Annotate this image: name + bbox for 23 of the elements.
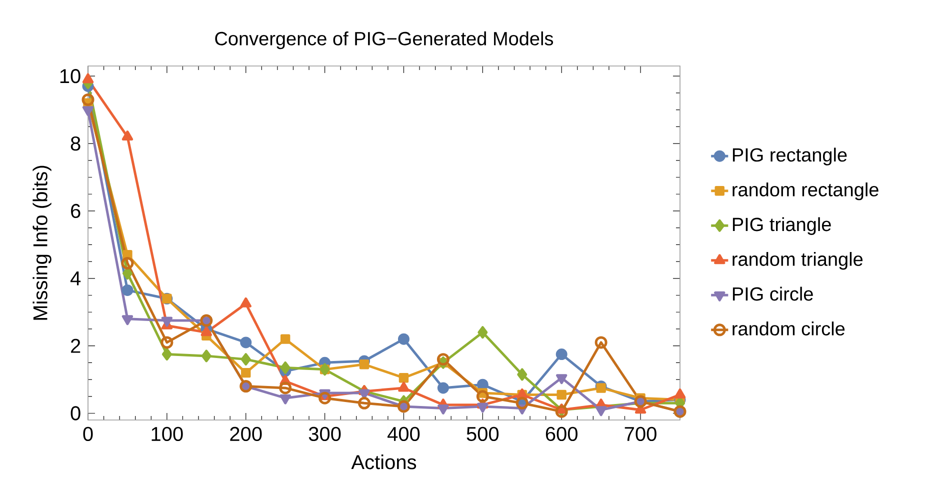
x-axis-title: Actions [351,454,416,470]
x-tick-label: 0 [83,426,93,442]
y-tick-label: 4 [70,272,81,286]
legend-label: random circle [732,322,845,336]
y-axis-title: Missing Info (bits) [32,166,52,320]
y-tick-label: 10 [60,69,80,84]
x-tick-label: 500 [466,426,499,442]
legend-label: random triangle [732,252,863,270]
y-tick-label: 0 [70,406,80,420]
y-tick-label: 8 [70,136,80,151]
legend-label: random rectangle [732,182,878,200]
legend-label: PIG rectangle [732,148,847,166]
chart-title: Convergence of PIG−Generated Models [215,31,554,50]
x-tick-label: 300 [308,426,341,442]
x-tick-label: 200 [230,426,262,442]
legend-label: PIG circle [732,286,813,301]
x-tick-label: 100 [152,426,183,442]
x-tick-label: 600 [546,426,578,442]
x-tick-label: 700 [624,426,656,442]
y-tick-label: 2 [71,338,80,353]
y-tick-label: 6 [71,204,80,218]
x-tick-label: 400 [388,426,420,442]
legend-label: PIG triangle [732,217,831,235]
